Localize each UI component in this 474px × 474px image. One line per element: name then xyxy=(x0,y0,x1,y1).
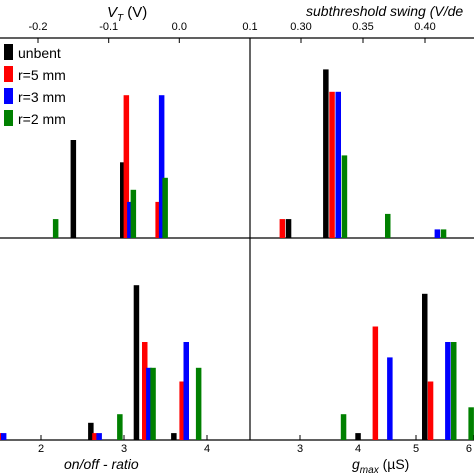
top-left-bar-r-5-mm-0 xyxy=(123,95,130,238)
bottom-right-tick-label-0: 3 xyxy=(297,443,303,455)
bottom-left-bar-r-3-mm-1 xyxy=(96,433,102,440)
top-left-tick-label-3: 0.1 xyxy=(242,21,257,33)
top-left-bar-unbent-0 xyxy=(70,140,77,238)
top-left-tick-label-1: -0.1 xyxy=(99,21,118,33)
legend-swatch-r2 xyxy=(4,110,13,126)
top-right-bar-r-2-mm-0 xyxy=(341,155,348,238)
bottom-right-bar-r-2-mm-0 xyxy=(340,414,347,440)
legend-label-r2: r=2 mm xyxy=(18,111,66,127)
legend-swatch-r5 xyxy=(4,66,13,82)
top-right-bar-r-5-mm-1 xyxy=(329,91,335,238)
top-left-bar-r-2-mm-2 xyxy=(162,177,168,238)
top-right-tick-label-1: 0.35 xyxy=(352,21,373,33)
bottom-left-bar-unbent-0 xyxy=(88,422,94,440)
bottom-left-bar-r-5-mm-1 xyxy=(92,433,98,440)
bottom-left-bar-r-3-mm-2 xyxy=(146,367,152,440)
top-right-bar-r-2-mm-1 xyxy=(385,213,391,238)
top-left-bar-r-3-mm-0 xyxy=(127,201,133,238)
top-left-tick-label-2: 0.0 xyxy=(172,21,187,33)
bottom-right-bar-unbent-1 xyxy=(422,293,428,440)
bottom-left-bar-r-2-mm-0 xyxy=(117,414,123,440)
top-right-bar-r-2-mm-2 xyxy=(440,229,447,238)
top-right-bar-unbent-0 xyxy=(285,219,292,238)
legend-label-unbent: unbent xyxy=(18,45,61,61)
bottom-left-bar-unbent-2 xyxy=(171,433,177,440)
bottom-left-bar-r-5-mm-2 xyxy=(142,342,148,440)
bottom-left-bar-r-3-mm-0 xyxy=(0,433,7,440)
bottom-left-bar-r-3-mm-3 xyxy=(183,342,189,440)
legend-label-r5: r=5 mm xyxy=(18,67,66,83)
top-right-bar-unbent-1 xyxy=(323,69,329,239)
top-right-bar-r-5-mm-0 xyxy=(279,219,286,238)
top-right-bar-r-3-mm-1 xyxy=(434,229,441,238)
top-left-bar-r-2-mm-0 xyxy=(52,219,59,238)
bottom-right-tick-label-2: 5 xyxy=(413,443,419,455)
bottom-right-tick-label-1: 4 xyxy=(355,443,361,455)
top-left-bar-r-5-mm-1 xyxy=(155,201,161,238)
legend-swatch-unbent xyxy=(4,44,13,60)
bottom-right-bar-r-5-mm-1 xyxy=(427,381,434,440)
top-left-bar-r-3-mm-1 xyxy=(158,95,165,238)
top-right-bar-r-3-mm-0 xyxy=(335,91,341,238)
bottom-right-bar-r-5-mm-0 xyxy=(372,326,379,440)
legend: unbent r=5 mm r=3 mm r=2 mm xyxy=(4,44,66,127)
bottom-right-axis-title: gmax (µS) xyxy=(352,456,409,474)
bottom-left-bar-unbent-1 xyxy=(133,285,140,440)
top-left-bar-unbent-1 xyxy=(120,162,126,238)
bottom-right-bar-r-2-mm-2 xyxy=(468,407,474,440)
top-left-tick-label-0: -0.2 xyxy=(29,21,48,33)
legend-swatch-r3 xyxy=(4,88,13,104)
bottom-right-bar-r-2-mm-1 xyxy=(451,342,457,440)
top-left-axis-title: VT (V) xyxy=(107,4,147,24)
bottom-left-bar-r-2-mm-2 xyxy=(195,367,202,440)
top-right-tick-label-2: 0.40 xyxy=(414,21,435,33)
bottom-right-tick-label-3: 6 xyxy=(466,443,472,455)
top-right-tick-label-0: 0.30 xyxy=(290,21,311,33)
top-left-bar-r-2-mm-1 xyxy=(130,189,137,238)
bottom-right-bar-r-3-mm-1 xyxy=(445,342,451,440)
bottom-left-bar-r-5-mm-3 xyxy=(179,381,185,440)
bottom-left-bar-r-2-mm-1 xyxy=(150,367,156,440)
top-right-axis-title: subthreshold swing (V/de xyxy=(306,3,463,19)
bottom-left-tick-label-0: 2 xyxy=(38,443,44,455)
bottom-left-tick-label-1: 3 xyxy=(121,443,127,455)
legend-label-r3: r=3 mm xyxy=(18,89,66,105)
bottom-right-bar-r-3-mm-0 xyxy=(387,357,393,440)
bottom-left-tick-label-2: 4 xyxy=(204,443,210,455)
bottom-left-axis-title: on/off - ratio xyxy=(64,456,139,472)
